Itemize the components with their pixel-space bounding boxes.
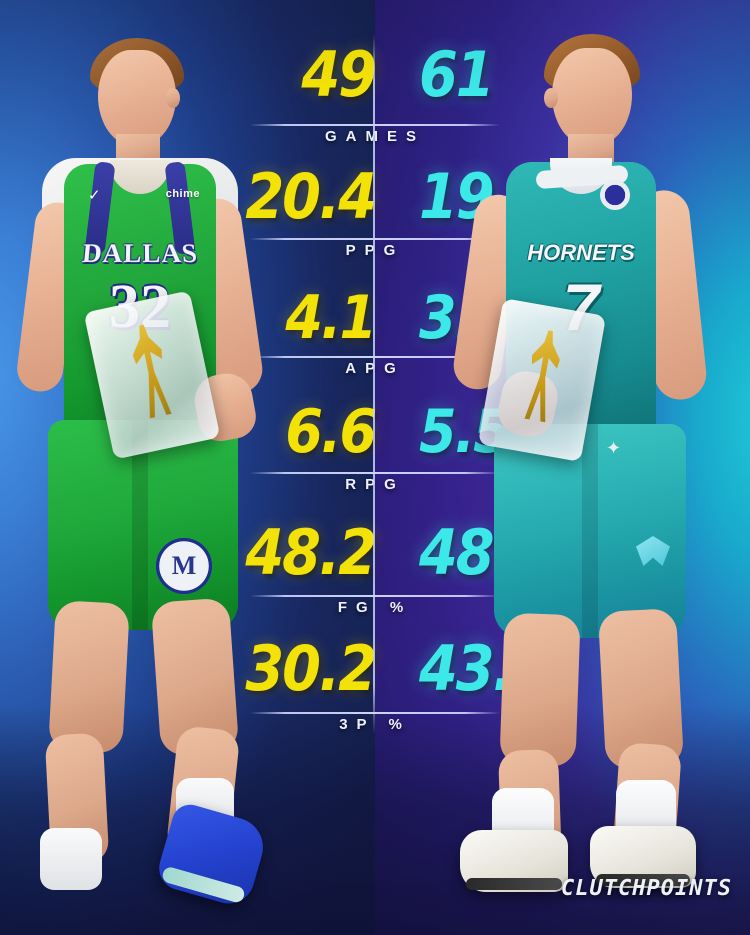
sponsor-patch-label: chime bbox=[165, 188, 200, 200]
stat-value-right: 61 bbox=[419, 38, 495, 111]
nike-swoosh-icon: ✓ bbox=[88, 187, 101, 204]
row-divider bbox=[250, 712, 500, 714]
vertical-divider bbox=[373, 34, 375, 734]
right-player-right-shoe bbox=[590, 826, 696, 888]
right-player-ear bbox=[544, 88, 558, 108]
stat-label: PPG bbox=[345, 242, 405, 259]
jersey-sponsor-patch-icon bbox=[600, 180, 630, 210]
stat-label: APG bbox=[0, 360, 750, 377]
left-jersey-team-name: DALLAS bbox=[80, 238, 200, 269]
stat-value-left: 4.1 bbox=[285, 283, 377, 353]
stat-label: GAMES bbox=[0, 128, 750, 145]
stat-row: 49 61 bbox=[0, 44, 750, 106]
right-player-left-shoe bbox=[460, 830, 568, 892]
clutchpoints-watermark: CLUTCHPOINTS bbox=[561, 876, 732, 901]
stat-label: FG % bbox=[337, 599, 413, 616]
row-divider bbox=[250, 124, 500, 126]
left-player-left-thigh bbox=[48, 600, 130, 754]
row-divider bbox=[250, 595, 500, 597]
row-divider bbox=[250, 238, 500, 240]
left-player-ear bbox=[166, 88, 180, 108]
stat-value-left: 30.2 bbox=[245, 632, 377, 705]
stat-label: RPG bbox=[0, 476, 750, 493]
row-divider bbox=[250, 356, 500, 358]
left-player-shorts bbox=[48, 420, 238, 630]
right-jersey-team-name: HORNETS bbox=[527, 240, 635, 265]
hornets-logo-icon bbox=[636, 536, 670, 566]
stat-value-left: 48.2 bbox=[245, 516, 377, 589]
mavericks-logo-icon bbox=[156, 538, 212, 594]
right-player-left-thigh bbox=[499, 612, 581, 768]
right-player-head bbox=[552, 48, 632, 146]
left-player-head bbox=[98, 50, 176, 146]
left-player-figure: ✓ chime DALLAS 32 bbox=[0, 22, 320, 912]
right-player-figure: HORNETS 7 ✦ bbox=[440, 18, 750, 918]
row-divider bbox=[250, 472, 500, 474]
stat-value-left: 49 bbox=[301, 38, 377, 111]
right-player-shorts: ✦ bbox=[494, 424, 686, 638]
stat-label: 3P % bbox=[339, 716, 411, 733]
stat-value-left: 6.6 bbox=[285, 397, 377, 467]
jumpman-logo-icon: ✦ bbox=[606, 438, 622, 458]
stat-value-left: 20.4 bbox=[245, 160, 377, 233]
left-player-left-sock bbox=[40, 828, 102, 890]
